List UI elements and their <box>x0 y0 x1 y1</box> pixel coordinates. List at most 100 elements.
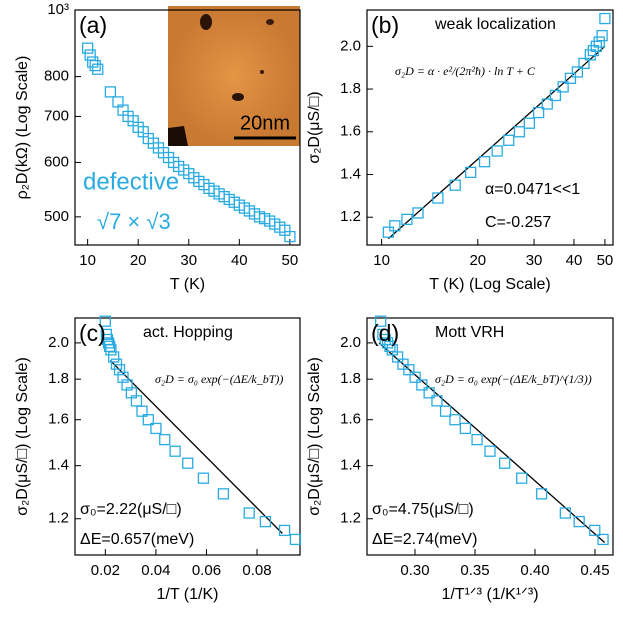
data-point <box>83 43 93 53</box>
y-tick-label: 500 <box>44 208 69 225</box>
annotation: ΔE=0.657(meV) <box>80 531 194 548</box>
data-point <box>105 87 115 97</box>
x-tick-label: 0.40 <box>520 562 549 579</box>
x-tick-label: 10 <box>373 252 390 269</box>
data-point <box>574 517 584 527</box>
x-tick-label: 0.08 <box>242 562 271 579</box>
y-axis-label: σ₂D(μS/□) <box>306 91 323 163</box>
x-axis-label: T (K) <box>170 276 205 293</box>
data-point <box>170 446 180 456</box>
plot-frame <box>367 10 613 245</box>
data-point <box>85 50 95 60</box>
data-point <box>109 352 119 362</box>
x-tick-label: 20 <box>469 252 486 269</box>
data-point <box>244 508 254 518</box>
y-tick-label: 1.6 <box>340 411 361 428</box>
y-axis-label: σ₂D(μS/□) (Log Scale) <box>14 357 31 516</box>
y-tick-label: 600 <box>44 153 69 170</box>
data-point <box>280 525 290 535</box>
y-tick-label: 2.0 <box>48 334 69 351</box>
data-point <box>560 508 570 518</box>
y-tick-label: 800 <box>44 68 69 85</box>
annotation: σ₀=4.75(μS/□) <box>372 501 474 518</box>
x-tick-label: 30 <box>526 252 543 269</box>
equation: σ₂D = σ₀ exp(−(ΔE/k_bT)) <box>155 372 283 386</box>
equation: σ₂D = α · e²/(2π²ħ) · ln T + C <box>395 64 536 78</box>
panel-label: (d) <box>371 320 399 346</box>
y-tick-label: 1.2 <box>48 510 69 527</box>
equation: σ₂D = σ₀ exp(−(ΔE/k_bT)^(1/3)) <box>435 372 592 386</box>
data-point <box>597 31 607 41</box>
panel-title: weak localization <box>434 16 556 33</box>
afm-defect <box>200 14 212 30</box>
data-point <box>514 127 524 137</box>
data-point <box>485 446 495 456</box>
data-point <box>290 534 300 544</box>
x-tick-label: 40 <box>231 252 248 269</box>
panel-title: Mott VRH <box>435 324 504 341</box>
x-axis-label: 1/T (1/K) <box>157 586 219 603</box>
y-tick-label: 1.2 <box>340 510 361 527</box>
afm-defect <box>266 19 274 25</box>
afm-inset: 20nm <box>168 6 300 146</box>
annotation: σ₀=2.22(μS/□) <box>80 501 182 518</box>
y-tick-label: 2.0 <box>340 37 361 54</box>
x-tick-label: 10 <box>79 252 96 269</box>
annotation: defective <box>83 168 179 195</box>
data-point <box>198 473 208 483</box>
data-point <box>90 61 100 71</box>
data-point <box>441 406 451 416</box>
y-tick-label: 1.2 <box>340 208 361 225</box>
data-point <box>260 517 270 527</box>
y-tick-label: 1.4 <box>340 165 361 182</box>
y-tick-label: 1.8 <box>48 370 69 387</box>
data-point <box>600 14 610 24</box>
data-point <box>460 423 470 433</box>
x-tick-label: 50 <box>282 252 299 269</box>
panel: 10 20 30 40 50 1.2 1.4 1.6 1.8 2.0 T (K) (Log Scal… <box>306 10 613 293</box>
data-point <box>524 118 534 128</box>
x-tick-label: 0.02 <box>91 562 120 579</box>
x-axis-label: T (K) (Log Scale) <box>429 276 551 293</box>
data-point <box>517 473 527 483</box>
panel: 0.30 0.35 0.40 0.45 1.2 1.4 1.6 1.8 2.0 1/T¹ᐟ³ (1… <box>306 316 613 603</box>
y-tick-label: 10³ <box>47 1 69 18</box>
y-tick-label: 700 <box>44 107 69 124</box>
y-tick-label: 1.8 <box>340 80 361 97</box>
afm-defect <box>232 93 244 101</box>
x-tick-label: 30 <box>180 252 197 269</box>
x-tick-label: 20 <box>130 252 147 269</box>
y-tick-label: 1.4 <box>340 457 361 474</box>
annotation: C=-0.257 <box>485 214 551 231</box>
y-tick-label: 1.6 <box>340 123 361 140</box>
data-point <box>480 157 490 167</box>
y-tick-label: 1.4 <box>48 457 69 474</box>
x-tick-label: 0.35 <box>460 562 489 579</box>
data-point <box>500 458 510 468</box>
figure: 20nm 10 20 30 40 50 500 600 700 800 10³ T (K) ρ₂D(k… <box>0 0 623 614</box>
annotation: α=0.0471<<1 <box>485 181 580 198</box>
data-point <box>504 135 514 145</box>
y-tick-label: 1.6 <box>48 411 69 428</box>
x-tick-label: 50 <box>597 252 614 269</box>
data-point <box>160 435 170 445</box>
afm-defect <box>260 70 264 74</box>
panel-title: act. Hopping <box>143 324 233 341</box>
y-tick-label: 1.8 <box>340 370 361 387</box>
annotation: ΔE=2.74(meV) <box>372 531 477 548</box>
x-axis-label: 1/T¹ᐟ³ (1/K¹ᐟ³) <box>441 586 538 603</box>
annotation: √7 × √3 <box>97 209 171 234</box>
x-tick-label: 0.45 <box>580 562 609 579</box>
x-tick-label: 0.30 <box>400 562 429 579</box>
x-tick-label: 0.04 <box>141 562 170 579</box>
x-tick-label: 40 <box>566 252 583 269</box>
plot-frame <box>367 318 613 555</box>
data-point <box>492 146 502 156</box>
data-point <box>450 415 460 425</box>
data-point <box>183 458 193 468</box>
panel-label: (c) <box>79 320 106 346</box>
y-tick-label: 2.0 <box>340 334 361 351</box>
panel-label: (b) <box>371 12 399 38</box>
y-axis-label: ρ₂D(kΩ) (Log Scale) <box>14 56 31 200</box>
